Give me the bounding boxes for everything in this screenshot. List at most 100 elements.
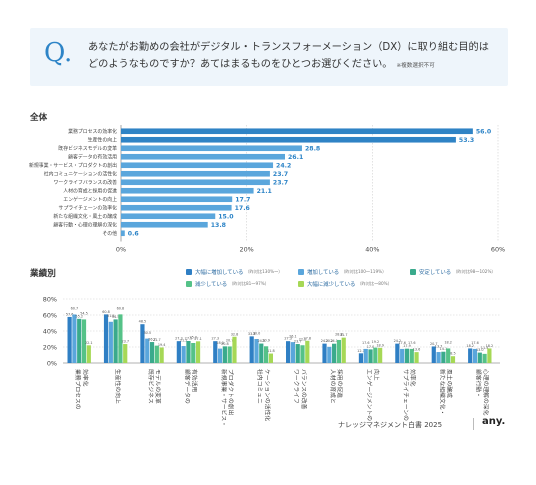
bar-g6-s2: [295, 344, 300, 363]
x-category-label-9-1: 効率化: [409, 369, 417, 387]
bar-g3-s0: [176, 341, 181, 363]
bar-label-g1-s4: 23.7: [121, 340, 129, 344]
category-label-1: 生産性の向上: [88, 137, 117, 144]
x-category-label-2-1: モデルの変革: [154, 369, 162, 404]
x-tick-label-3: 60%: [491, 246, 505, 254]
y-tick-label-2: 40%: [43, 327, 57, 335]
bar-g0-s2: [77, 318, 82, 363]
bar-label-g5-s3: 20.9: [262, 339, 270, 343]
x-category-label-10-0: 新たな組織文化・: [438, 369, 446, 415]
bar-g9-s3: [409, 348, 414, 363]
bar-label-g11-s2: 13.0: [476, 348, 484, 352]
bar-g10-s2: [441, 351, 446, 363]
x-category-label-7-1: 採用の促進: [336, 369, 344, 398]
x-category-label-11-1: 心理の理解の深化: [482, 369, 490, 416]
bar-label-g1-s2: 54.5: [112, 315, 120, 319]
x-category-label-0-0: 業務プロセスの: [74, 369, 82, 410]
bar-label-g10-s0: 20.7: [430, 342, 438, 346]
bar-label-g10-s3: 18.2: [444, 341, 452, 345]
bar-label-g5-s4: 11.8: [267, 349, 275, 353]
bar-g5-s2: [259, 343, 264, 363]
x-tick-label-2: 40%: [365, 246, 379, 254]
bar-g5-s3: [263, 346, 269, 363]
bar-label-g8-s1: 17.6: [362, 341, 370, 345]
bar-label-g6-s1: 26.1: [289, 334, 297, 338]
bar-label-g11-s3: 11.4: [481, 346, 489, 350]
bar-label-g2-s4: 19.4: [158, 343, 166, 347]
y-tick-label-4: 0%: [47, 359, 57, 367]
bar-label-g2-s0: 48.5: [139, 320, 147, 324]
bar-label-g7-s4: 31.7: [340, 333, 348, 337]
legend-item-0: 大幅に増加している （昨対比130%〜）: [186, 268, 282, 276]
legend-swatch-4: [298, 281, 304, 287]
bar-label-g4-s0: 27.3: [211, 337, 219, 341]
bar-label-g8-s3: 19.2: [372, 340, 380, 344]
bar-label-g1-s0: 60.8: [102, 310, 110, 314]
x-category-label-6-1: バランスの改善: [300, 369, 308, 410]
legend-item-4: 大幅に減少している （昨対比〜80%）: [298, 280, 392, 288]
bar-label-g4-s1: 18.0: [216, 341, 224, 345]
bar-label-g10-s4: 8.5: [450, 352, 455, 356]
x-category-label-5-0: 社内コミュニ: [256, 369, 264, 404]
bar-g7-s4: [341, 337, 346, 363]
bar-g5-s4: [268, 353, 273, 363]
question-dot: .: [64, 38, 73, 68]
bar-g0-s3: [81, 319, 87, 363]
bar-g10-s3: [446, 348, 451, 363]
bar-g9-s2: [404, 348, 410, 363]
bar-g8-s2: [368, 349, 373, 363]
bar-g10-s1: [436, 352, 441, 363]
footer-separator: [473, 418, 474, 430]
category-label-3: 顧客データの有効活用: [68, 154, 117, 161]
bar-g7-s1: [327, 346, 332, 363]
bar-label-g5-s1: 30.0: [253, 331, 261, 335]
bar-g4-s1: [217, 348, 223, 363]
bar-label-g0-s4: 22.1: [85, 341, 93, 345]
legend-sub-1: （昨対比100〜119%）: [341, 269, 387, 274]
bar-label-g9-s3: 17.6: [408, 341, 416, 345]
legend-swatch-3: [186, 281, 192, 287]
bar-g9-s4: [414, 352, 419, 363]
bar-g3-s1: [181, 346, 186, 363]
value-label-2: 28.8: [305, 145, 320, 152]
legend-name-3: 減少している: [195, 282, 228, 288]
x-category-label-7-0: 人材の育成と: [329, 369, 337, 404]
x-category-label-0-1: 効率化: [81, 369, 89, 387]
question-body: あなたがお勤めの会社がデジタル・トランスフォーメーション（DX）に取り組む目的は…: [88, 42, 489, 70]
bar-label-g0-s2: 55.2: [75, 314, 83, 318]
value-label-4: 24.2: [276, 162, 291, 169]
bar-label-g6-s0: 27.3: [284, 337, 292, 341]
bar-5: [121, 170, 270, 177]
x-tick-label-1: 20%: [240, 246, 254, 254]
bar-label-g7-s1: 20.2: [326, 339, 334, 343]
bar-g1-s1: [108, 321, 113, 363]
overall-bar-chart: 0% 20% 40% 60% 業務プロセスの効率化 56.0 生産性の向上 53.3 既存ビジネ…: [29, 125, 505, 254]
bar-label-g8-s4: 18.9: [376, 343, 384, 347]
category-label-2: 既存ビジネスモデルの変革: [58, 145, 117, 152]
bar-7: [121, 187, 254, 194]
bar-g0-s0: [67, 316, 72, 363]
value-label-3: 26.1: [288, 154, 303, 161]
legend-sub-3: （昨対比81〜97%）: [229, 281, 269, 286]
bar-label-g11-s4: 18.2: [486, 344, 494, 348]
category-label-11: 顧客行動・心理の理解の深化: [53, 222, 117, 229]
category-label-6: ワークライフバランスの改善: [54, 179, 118, 186]
bar-label-g5-s2: 24.3: [258, 339, 266, 343]
legend-swatch-2: [410, 269, 416, 275]
y-tick-label-1: 60%: [43, 311, 57, 319]
x-category-label-8-0: エンゲージメントの: [365, 369, 373, 421]
bar-g2-s2: [149, 342, 155, 363]
legend-item-1: 増加している （昨対比100〜119%）: [298, 268, 386, 276]
bar-g5-s0: [249, 336, 254, 363]
footer-title: ナレッジマネジメント白書 2025: [338, 421, 443, 429]
bar-label-g0-s1: 60.7: [71, 307, 79, 311]
x-category-label-6-0: ワークライフ: [293, 369, 300, 404]
bar-12: [121, 230, 125, 237]
bar-9: [121, 204, 232, 211]
section-title-overall: 全体: [30, 113, 48, 123]
bar-label-g2-s2: 26.2: [148, 338, 156, 342]
bar-label-g7-s0: 24.2: [321, 339, 329, 343]
value-label-6: 23.7: [273, 179, 288, 186]
bar-g2-s0: [140, 324, 145, 363]
bar-g8-s4: [378, 347, 383, 363]
